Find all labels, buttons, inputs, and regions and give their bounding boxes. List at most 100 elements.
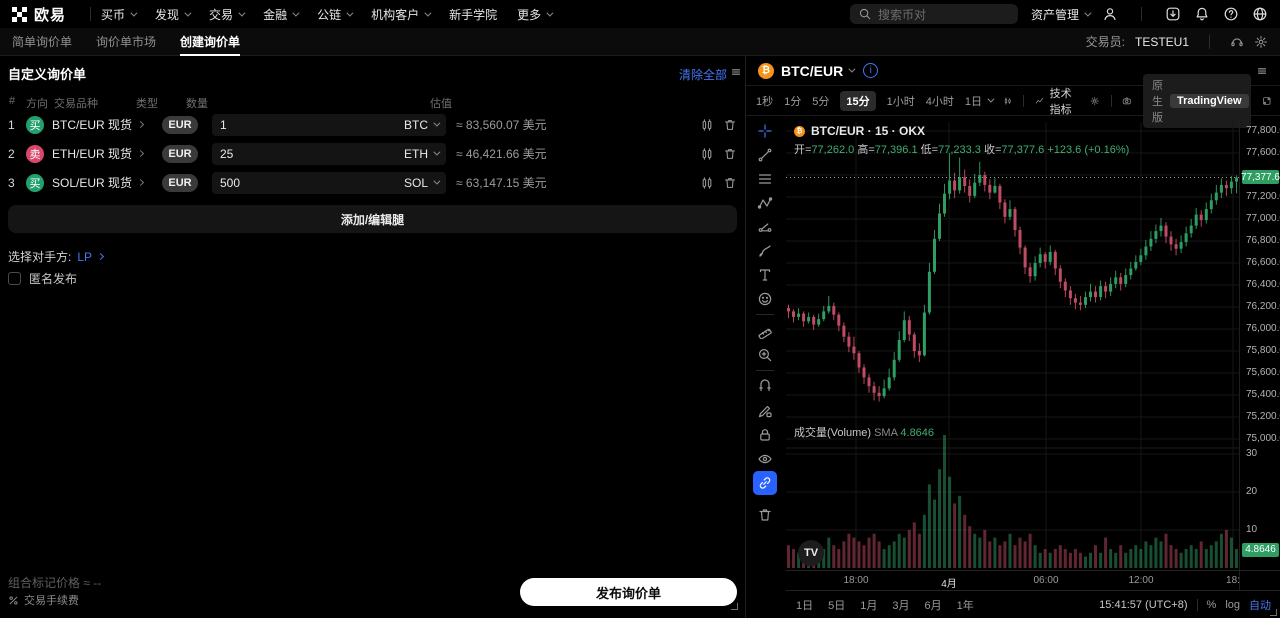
delete-trash-icon[interactable] xyxy=(723,147,737,161)
hide-drawings-eye-icon[interactable] xyxy=(757,451,773,467)
quantity-input[interactable]: 25 ETH xyxy=(212,142,446,165)
chart-symbol[interactable]: BTC/EUR xyxy=(781,62,844,79)
chart-area[interactable]: 77,800.0 77,600.0 77,200.0 77,000.0 76,800.0… xyxy=(746,116,1280,618)
pair-selector[interactable]: BTC/EUR 现货 xyxy=(52,116,162,133)
nav-item-buy-crypto[interactable]: 买币 xyxy=(101,6,138,23)
anonymous-checkbox[interactable] xyxy=(8,272,21,285)
nav-item-more[interactable]: 更多 xyxy=(517,6,554,23)
candlestick-chart[interactable] xyxy=(786,116,1239,570)
panel-resize-handle-icon[interactable] xyxy=(729,65,743,79)
currency-type-pill[interactable]: EUR xyxy=(162,115,198,134)
projection-tool-icon[interactable] xyxy=(757,219,773,235)
candle-style-icon[interactable] xyxy=(1003,94,1012,108)
language-globe-icon[interactable] xyxy=(1252,6,1268,22)
counterparty-link[interactable]: LP xyxy=(77,250,105,264)
asset-management-menu[interactable]: 资产管理 xyxy=(1031,6,1092,23)
chart-candles-icon[interactable] xyxy=(700,176,714,190)
nav-item-discover[interactable]: 发现 xyxy=(155,6,192,23)
nav-item-academy[interactable]: 新手学院 xyxy=(449,7,498,22)
chart-corner-resize-handle[interactable] xyxy=(1270,609,1277,616)
nav-item-trade[interactable]: 交易 xyxy=(209,6,246,23)
chart-settings-gear-icon[interactable] xyxy=(1090,94,1100,108)
nav-item-finance[interactable]: 金融 xyxy=(263,6,300,23)
settings-gear-icon[interactable] xyxy=(1254,35,1268,49)
emoji-tool-icon[interactable] xyxy=(757,291,773,307)
native-mode-button[interactable]: 原生版 xyxy=(1151,79,1163,124)
support-icon[interactable] xyxy=(1230,35,1244,49)
log-scale-button[interactable]: log xyxy=(1225,598,1240,611)
tradingview-mode-button[interactable]: TradingView xyxy=(1169,93,1249,108)
drawing-lock-tool-icon[interactable] xyxy=(757,403,773,419)
magnet-tool-icon[interactable] xyxy=(757,379,773,395)
auto-scale-button[interactable]: 自动 xyxy=(1249,599,1271,612)
range-1y[interactable]: 1年 xyxy=(956,599,974,612)
crosshair-tool-icon[interactable] xyxy=(757,123,773,139)
panel-corner-resize-handle[interactable] xyxy=(731,603,738,610)
time-tick: 18:00 xyxy=(843,575,869,586)
chart-candles-icon[interactable] xyxy=(700,118,714,132)
pair-selector[interactable]: ETH/EUR 现货 xyxy=(52,145,162,162)
pattern-tool-icon[interactable] xyxy=(757,195,773,211)
volume-legend: 成交量(Volume) SMA 4.8646 xyxy=(794,427,935,439)
time-axis[interactable]: 18:00 4月 06:00 12:00 18: xyxy=(786,570,1280,590)
unit-select[interactable]: SOL xyxy=(404,176,441,190)
currency-type-pill[interactable]: EUR xyxy=(162,173,198,192)
indicators-button[interactable]: 技术指标 xyxy=(1049,87,1072,116)
add-edit-legs-button[interactable]: 添加/编辑腿 xyxy=(8,205,737,233)
percent-scale-button[interactable]: % xyxy=(1206,598,1217,611)
range-5d[interactable]: 5日 xyxy=(828,599,846,612)
okx-logo[interactable]: 欧易 xyxy=(12,4,66,25)
screenshot-camera-icon[interactable] xyxy=(1122,94,1132,108)
timeframe-5m[interactable]: 5分 xyxy=(812,95,830,108)
fib-tool-icon[interactable] xyxy=(757,171,773,187)
tab-create-rfq[interactable]: 创建询价单 xyxy=(180,28,241,56)
chevron-right-icon xyxy=(136,149,145,158)
publish-rfq-button[interactable]: 发布询价单 xyxy=(520,578,737,606)
timeframe-1m[interactable]: 1分 xyxy=(784,95,802,108)
range-1mo[interactable]: 1月 xyxy=(860,599,878,612)
currency-type-pill[interactable]: EUR xyxy=(162,144,198,163)
delete-trash-icon[interactable] xyxy=(723,176,737,190)
lock-all-tool-icon[interactable] xyxy=(757,427,773,443)
range-3mo[interactable]: 3月 xyxy=(892,599,910,612)
unit-select[interactable]: ETH xyxy=(404,147,441,161)
divider xyxy=(1209,34,1210,49)
price-axis[interactable] xyxy=(1239,116,1240,590)
quantity-input[interactable]: 1 BTC xyxy=(212,113,446,136)
zoom-in-tool-icon[interactable] xyxy=(757,347,773,363)
brush-tool-icon[interactable] xyxy=(757,243,773,259)
pair-selector[interactable]: SOL/EUR 现货 xyxy=(52,174,162,191)
timeframe-15m[interactable]: 15分 xyxy=(840,90,876,111)
remove-drawings-trash-icon[interactable] xyxy=(757,507,773,523)
text-tool-icon[interactable] xyxy=(757,267,773,283)
quantity-input[interactable]: 500 SOL xyxy=(212,171,446,194)
timeframe-4h[interactable]: 4小时 xyxy=(925,95,954,108)
user-icon[interactable] xyxy=(1102,6,1118,22)
info-icon[interactable]: i xyxy=(863,63,879,78)
timeframe-1d[interactable]: 1日 xyxy=(965,93,995,109)
timeframe-1s[interactable]: 1秒 xyxy=(756,95,774,108)
fullscreen-expand-icon[interactable] xyxy=(1262,94,1271,108)
timeframe-1h[interactable]: 1小时 xyxy=(886,95,915,108)
tab-rfq-market[interactable]: 询价单市场 xyxy=(96,35,157,49)
notifications-bell-icon[interactable] xyxy=(1194,6,1210,22)
unit-select[interactable]: BTC xyxy=(404,118,441,132)
delete-trash-icon[interactable] xyxy=(723,118,737,132)
sync-link-tool-icon[interactable] xyxy=(753,471,777,495)
trendline-tool-icon[interactable] xyxy=(757,147,773,163)
header-menu-icon[interactable] xyxy=(1255,64,1269,78)
chart-candles-icon[interactable] xyxy=(700,147,714,161)
clear-all-link[interactable]: 清除全部 xyxy=(678,68,727,82)
nav-item-institutional[interactable]: 机构客户 xyxy=(371,6,432,23)
chart-footer: 1日 5日 1月 3月 6月 1年 15:41:57 (UTC+8) % log… xyxy=(786,590,1280,618)
search-input[interactable]: 搜索币对 xyxy=(849,4,1018,24)
help-icon[interactable] xyxy=(1223,6,1239,22)
ruler-tool-icon[interactable] xyxy=(757,323,773,340)
tab-simple-rfq[interactable]: 简单询价单 xyxy=(12,35,73,49)
nav-item-chain[interactable]: 公链 xyxy=(317,6,354,23)
download-app-icon[interactable] xyxy=(1165,6,1181,22)
range-1d[interactable]: 1日 xyxy=(796,599,814,612)
col-header-type: 类型 xyxy=(136,98,158,110)
range-6mo[interactable]: 6月 xyxy=(924,599,942,612)
clock[interactable]: 15:41:57 (UTC+8) xyxy=(1099,598,1188,611)
